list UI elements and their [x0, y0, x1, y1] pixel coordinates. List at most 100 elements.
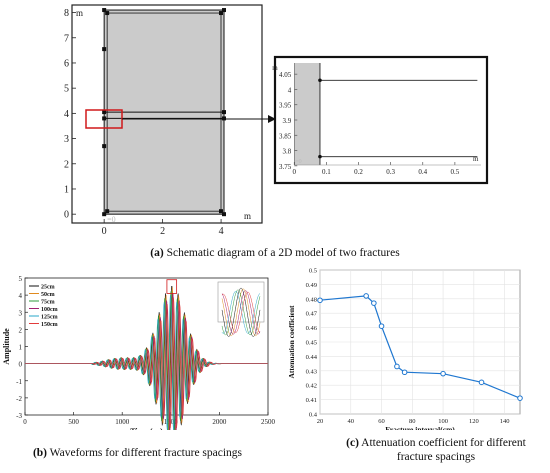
main-y-tick-label: 0 — [64, 210, 69, 221]
zoom-x-tick-label: 0.2 — [354, 168, 363, 176]
zoom-y-tick-label: 3.9 — [283, 117, 292, 125]
c-y-axis-label: Attenuation coefficient — [287, 305, 296, 379]
caption-c-text: Attenuation coefficient for different fr… — [361, 437, 526, 463]
attenuation-point-125 — [478, 379, 485, 386]
caption-a: (a) Schematic diagram of a 2D model of t… — [20, 246, 530, 260]
zoom-x-tick-label: 0 — [293, 168, 297, 176]
zoom-unit-label-x: m — [473, 155, 479, 163]
c-x-tick-label: 20 — [317, 418, 324, 425]
main-view-layer: 0 1 2 3 4 5 6 7 8 0 2 4 m m =0 — [64, 8, 251, 237]
zoom-x-tick-label: 0.1 — [322, 168, 331, 176]
b-y-tick-label: -3 — [16, 412, 22, 420]
b-x-axis-label: Time (μs) — [130, 427, 163, 430]
domain-corner-node — [219, 209, 223, 214]
b-y-axis-label: Amplitude — [2, 328, 11, 365]
attenuation-point-60 — [378, 323, 385, 329]
zoom-domain-edge — [294, 63, 295, 165]
domain-corner-node — [102, 212, 107, 217]
c-x-tick-label: 40 — [348, 418, 355, 425]
main-y-tick-label: 5 — [64, 84, 69, 95]
zoom-y-tick-label: 3.8 — [283, 148, 292, 156]
b-x-tick-label: 1000 — [115, 418, 130, 426]
attenuation-point-70 — [394, 363, 400, 370]
legend-label-25cm: 25cm — [41, 285, 55, 291]
c-x-tick-label: 140 — [500, 418, 510, 425]
main-y-tick-label: 6 — [64, 58, 69, 69]
waveform-150cm — [25, 297, 268, 429]
zoom-fracture-node — [318, 78, 322, 83]
b-y-tick-label: 0 — [19, 361, 23, 369]
domain-edge-node — [102, 144, 107, 149]
main-x-tick-label: 0 — [102, 226, 107, 237]
b-x-tick-label: 2500 — [261, 418, 275, 426]
b-y-tick-label: -1 — [16, 378, 22, 386]
main-y-tick-label: 3 — [64, 134, 69, 145]
attenuation-point-55 — [371, 300, 377, 306]
zoom-y-tick-label: 3.75 — [279, 163, 292, 171]
c-y-tick-label: 0.42 — [306, 383, 317, 390]
b-y-tick-label: 5 — [19, 275, 23, 283]
inset-waveform-75cm — [221, 289, 261, 336]
inset-waveform-150cm — [221, 291, 261, 333]
panel-b-waveforms: -3-2-101234505001000150020002500Time (μs… — [2, 275, 275, 430]
main-y-tick-label: 7 — [64, 33, 69, 44]
c-y-tick-label: 0.41 — [306, 397, 317, 404]
panel-a-schematic: 0 1 2 3 4 5 6 7 8 0 2 4 m m =0 3.75 3.8 3.85 3.9 3.95 4 4.05… — [64, 4, 489, 237]
fracture-node — [102, 116, 107, 121]
main-y-tick-label: 2 — [64, 159, 69, 170]
legend-label-50cm: 50cm — [41, 292, 55, 298]
domain-corner-node — [222, 212, 226, 217]
main-unit-label: m — [76, 8, 83, 18]
attenuation-point-20 — [317, 297, 323, 304]
c-x-tick-label: 60 — [378, 418, 385, 425]
legend-label-75cm: 75cm — [41, 300, 55, 306]
fracture-node — [222, 116, 226, 121]
c-x-axis-label: Fracture interval(cm) — [385, 425, 455, 430]
c-y-tick-label: 0.4 — [309, 412, 318, 419]
main-y-tick-label: 4 — [64, 109, 69, 120]
zoom-y-tick-label: 4.05 — [279, 71, 292, 79]
b-y-tick-label: 1 — [19, 344, 23, 352]
domain-corner-node — [222, 8, 226, 13]
zoom-fracture-node — [318, 154, 322, 159]
panel-b-layer: -3-2-101234505001000150020002500Time (μs… — [2, 275, 275, 430]
b-y-tick-label: 3 — [19, 309, 23, 317]
domain-corner-node — [219, 11, 223, 16]
main-x-tick-label: 2 — [160, 226, 165, 237]
b-x-tick-label: 0 — [23, 418, 27, 426]
domain-corner-node — [102, 8, 107, 13]
domain-edge-node — [102, 47, 107, 52]
domain-corner-node — [105, 11, 110, 16]
main-origin-label: =0 — [107, 215, 116, 224]
b-y-tick-label: -2 — [16, 395, 22, 403]
zoom-y-tick-label: 3.95 — [279, 102, 292, 110]
c-y-tick-label: 0.47 — [306, 311, 318, 318]
b-x-tick-label: 500 — [68, 418, 79, 426]
caption-a-text: Schematic diagram of a 2D model of two f… — [166, 247, 400, 259]
zoom-arrowhead — [268, 115, 276, 123]
b-y-tick-label: 4 — [19, 292, 23, 300]
c-y-tick-label: 0.45 — [306, 340, 317, 347]
zoom-unit-label: m — [272, 64, 278, 72]
main-unit-label-x: m — [244, 211, 251, 221]
zoom-y-tick-label: 3.85 — [279, 132, 292, 140]
c-y-tick-label: 0.43 — [306, 368, 317, 375]
zoom-view-layer: 3.75 3.8 3.85 3.9 3.95 4 4.05 0 0.1 0.2 0.3 0.4 0.5 m… — [272, 63, 481, 176]
zoom-origin-label: =0 — [295, 159, 301, 165]
zoom-x-tick-label: 0.4 — [418, 168, 427, 176]
c-y-tick-label: 0.5 — [309, 268, 317, 275]
fracture-node — [102, 110, 107, 115]
main-y-tick-label: 1 — [64, 184, 69, 195]
attenuation-point-150 — [517, 395, 523, 401]
caption-b-text: Waveforms for different fracture spacing… — [49, 447, 243, 459]
inset-waveform-25cm — [221, 287, 261, 337]
b-y-tick-label: 2 — [19, 326, 23, 334]
legend-label-100cm: 100cm — [41, 307, 58, 313]
caption-c: (c) Attenuation coefficient for differen… — [328, 436, 544, 464]
c-y-tick-label: 0.46 — [306, 325, 318, 332]
domain-corner-node — [105, 209, 110, 214]
legend-label-150cm: 150cm — [41, 322, 58, 328]
legend-label-125cm: 125cm — [41, 315, 58, 321]
caption-b-letter: (b) — [32, 447, 47, 459]
zoom-x-tick-label: 0.3 — [386, 168, 395, 176]
